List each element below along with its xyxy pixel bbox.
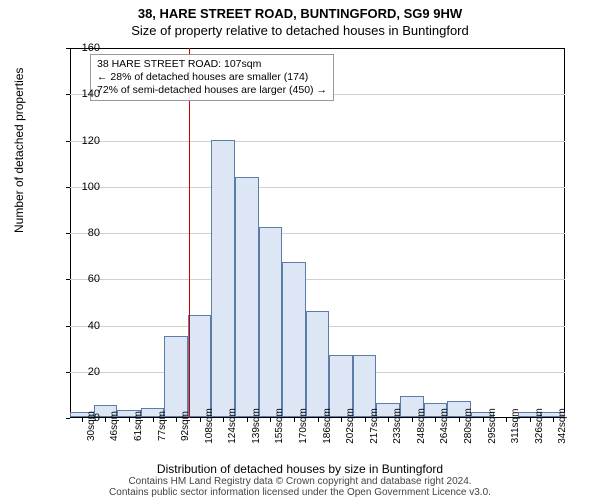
x-tick-label: 326sqm [534, 408, 545, 444]
y-tick-label: 40 [70, 320, 100, 332]
histogram-bar [282, 262, 306, 417]
x-tick-label: 295sqm [487, 408, 498, 444]
x-tick [506, 418, 507, 422]
x-tick-label: 202sqm [345, 408, 356, 444]
x-tick-label: 46sqm [109, 411, 120, 441]
gridline [70, 141, 565, 142]
x-tick-label: 248sqm [416, 408, 427, 444]
y-tick-label: 80 [70, 227, 100, 239]
y-tick-label: 140 [70, 88, 100, 100]
x-tick [412, 418, 413, 422]
x-tick-label: 280sqm [463, 408, 474, 444]
x-tick-label: 342sqm [557, 408, 568, 444]
x-tick [223, 418, 224, 422]
reference-line [189, 48, 190, 418]
footer-attribution: Contains HM Land Registry data © Crown c… [0, 476, 600, 498]
x-tick [553, 418, 554, 422]
footer-line2: Contains public sector information licen… [0, 487, 600, 498]
x-tick-label: 186sqm [322, 408, 333, 444]
y-axis-label: Number of detached properties [12, 68, 26, 233]
x-tick [270, 418, 271, 422]
histogram-bar [211, 140, 235, 418]
plot-area: 30sqm46sqm61sqm77sqm92sqm108sqm124sqm139… [70, 48, 565, 418]
x-tick-label: 155sqm [274, 408, 285, 444]
y-tick-label: 20 [70, 366, 100, 378]
histogram-bar [164, 336, 188, 417]
annotation-box: 38 HARE STREET ROAD: 107sqm ← 28% of det… [90, 54, 334, 101]
y-tick-label: 0 [70, 412, 100, 424]
x-tick-label: 311sqm [510, 409, 521, 444]
x-tick [483, 418, 484, 422]
x-tick [129, 418, 130, 422]
x-tick-label: 77sqm [157, 411, 168, 441]
x-tick [530, 418, 531, 422]
footer-line1: Contains HM Land Registry data © Crown c… [0, 476, 600, 487]
x-tick [459, 418, 460, 422]
y-tick-label: 100 [70, 181, 100, 193]
x-tick [341, 418, 342, 422]
annotation-line2: ← 28% of detached houses are smaller (17… [97, 71, 327, 84]
x-tick [294, 418, 295, 422]
chart-title-sub: Size of property relative to detached ho… [0, 21, 600, 38]
x-tick [176, 418, 177, 422]
y-tick-label: 160 [70, 42, 100, 54]
histogram-bar [259, 227, 283, 417]
annotation-line1: 38 HARE STREET ROAD: 107sqm [97, 58, 327, 71]
histogram-bar [235, 177, 259, 418]
x-tick-label: 108sqm [204, 408, 215, 444]
x-tick [365, 418, 366, 422]
x-tick-label: 92sqm [180, 411, 191, 441]
chart-title-main: 38, HARE STREET ROAD, BUNTINGFORD, SG9 9… [0, 0, 600, 21]
x-axis-label: Distribution of detached houses by size … [0, 462, 600, 476]
y-tick-label: 60 [70, 273, 100, 285]
gridline [70, 279, 565, 280]
x-tick-label: 124sqm [227, 408, 238, 444]
gridline [70, 187, 565, 188]
x-tick-label: 217sqm [369, 408, 380, 444]
y-tick-label: 120 [70, 135, 100, 147]
x-tick [200, 418, 201, 422]
x-tick-label: 264sqm [439, 408, 450, 444]
histogram-bar [306, 311, 330, 417]
x-tick [105, 418, 106, 422]
x-tick-label: 139sqm [251, 408, 262, 444]
histogram-bar [188, 315, 212, 417]
x-tick [318, 418, 319, 422]
x-tick [435, 418, 436, 422]
x-tick [388, 418, 389, 422]
x-tick-label: 61sqm [133, 411, 144, 441]
x-tick-label: 233sqm [392, 408, 403, 444]
annotation-line3: 72% of semi-detached houses are larger (… [97, 84, 327, 97]
x-tick [153, 418, 154, 422]
gridline [70, 233, 565, 234]
x-tick [247, 418, 248, 422]
x-tick-label: 170sqm [298, 408, 309, 444]
